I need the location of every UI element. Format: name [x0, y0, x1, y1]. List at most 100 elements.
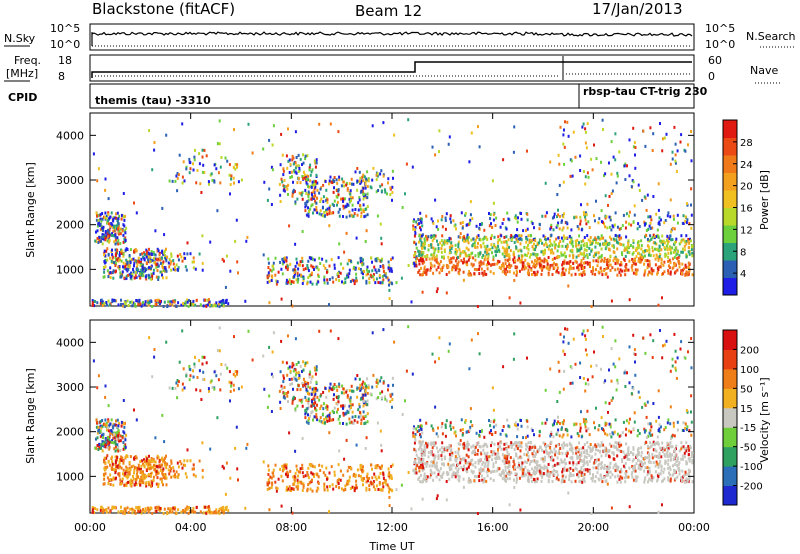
velocity-cell-236 — [142, 462, 144, 466]
power-cell-3116 — [649, 126, 652, 130]
power-cell-2797 — [625, 220, 628, 224]
power-cell-1256 — [311, 257, 314, 261]
velocity-cell-1351 — [419, 464, 422, 467]
power-cell-2076 — [631, 252, 634, 256]
power-cell-1299 — [368, 269, 371, 273]
power-cell-704 — [201, 170, 204, 174]
power-cell-3058 — [574, 155, 577, 159]
power-cell-994 — [345, 183, 348, 187]
power-cell-967 — [357, 201, 360, 205]
power-cell-494 — [148, 260, 151, 264]
power-cell-1156 — [285, 256, 288, 260]
power-cell-730 — [307, 178, 309, 182]
power-cell-2235 — [528, 238, 531, 242]
power-cell-648 — [192, 302, 195, 306]
power-cell-2733 — [541, 214, 544, 218]
power-cell-2078 — [483, 237, 486, 241]
power-cell-142 — [122, 215, 125, 219]
power-cell-2026 — [575, 244, 578, 248]
power-cell-3067 — [633, 204, 636, 208]
power-cell-2630 — [643, 220, 646, 224]
power-cell-3025 — [584, 127, 587, 131]
power-cell-458 — [137, 256, 140, 260]
power-cell-1967 — [632, 245, 635, 249]
velocity-cell-955 — [352, 421, 355, 425]
power-cell-2085 — [508, 253, 511, 257]
velocity-cell-534 — [186, 505, 189, 509]
velocity-cell-1247 — [286, 471, 289, 475]
power-cell-2162 — [650, 237, 653, 241]
velocity-cell-1251 — [370, 463, 373, 467]
power-cell-2485 — [611, 266, 614, 270]
power-cell-2854 — [407, 118, 410, 122]
power-cell-920 — [307, 206, 309, 210]
power-cell-871 — [352, 182, 355, 186]
power-cell-782 — [313, 179, 316, 183]
nsky-panel: N.Sky 10^5 10^0 10^5 10^0 N.Search — [4, 22, 796, 51]
velocity-cell-1508 — [646, 473, 649, 477]
power-cell-3062 — [607, 203, 609, 207]
power-cell-783 — [297, 153, 300, 157]
power-cell-1212 — [323, 281, 326, 285]
power-cell-1521 — [576, 238, 579, 242]
power-cell-3106 — [582, 211, 585, 214]
power-cell-2716 — [468, 221, 471, 225]
power-cell-2561 — [561, 263, 564, 267]
power-cell-2532 — [660, 261, 663, 265]
velocity-cell-326 — [132, 474, 134, 478]
power-cell-636 — [222, 304, 225, 308]
power-cell-3125 — [590, 157, 593, 161]
velocity-cell-1380 — [421, 468, 424, 472]
power-cell-292 — [159, 270, 162, 274]
power-cell-288 — [130, 273, 132, 277]
power-cell-217 — [118, 267, 121, 271]
power-cell-990 — [333, 186, 335, 190]
power-cell-367 — [117, 265, 120, 269]
power-cell-3126 — [559, 125, 562, 129]
power-cell-2335 — [440, 250, 443, 254]
power-cell-846 — [353, 212, 356, 216]
power-cell-1318 — [365, 268, 368, 272]
velocity-cell-328 — [138, 481, 141, 485]
power-cell-1409 — [451, 265, 454, 269]
power-cell-1083 — [363, 175, 366, 179]
power-cell-1629 — [558, 242, 560, 246]
velocity-cell-1290 — [285, 466, 288, 470]
power-cell-3114 — [582, 122, 585, 126]
velocity-cell-1646 — [512, 457, 515, 461]
power-cell-3127 — [628, 138, 631, 142]
power-cell-611 — [188, 299, 190, 303]
power-cell-125 — [96, 229, 99, 233]
velocity-cell-265 — [128, 461, 131, 464]
power-cell-392 — [154, 262, 157, 266]
power-cell-1280 — [283, 260, 286, 264]
power-cell-2142 — [420, 250, 423, 254]
power-cell-33 — [113, 240, 116, 244]
velocity-cell-641 — [206, 510, 209, 514]
power-cell-3080 — [563, 128, 565, 132]
power-cell-1545 — [510, 234, 513, 238]
power-cell-1364 — [413, 241, 416, 245]
power-cell-1065 — [356, 167, 359, 170]
power-cell-579 — [105, 301, 108, 304]
velocity-cell-57 — [116, 431, 119, 435]
power-cell-2144 — [421, 273, 424, 277]
velocity-cell-368 — [127, 480, 130, 484]
power-cell-2566 — [513, 271, 515, 275]
power-cell-861 — [347, 203, 350, 207]
velocity-cell-908 — [361, 386, 363, 390]
power-cell-1087 — [376, 172, 379, 176]
velocity-cell-1716 — [570, 474, 573, 477]
power-cell-326 — [132, 267, 134, 271]
power-cell-1931 — [600, 234, 603, 238]
power-cell-2994 — [376, 214, 379, 218]
velocity-cell-381 — [165, 483, 168, 487]
power-cell-808 — [301, 175, 304, 178]
velocity-cell-1642 — [667, 462, 670, 466]
power-cell-2372 — [553, 240, 556, 244]
power-cell-1209 — [309, 273, 312, 277]
power-cell-1082 — [372, 166, 375, 170]
nave-trace — [95, 73, 692, 77]
velocity-cell-1225 — [353, 486, 356, 490]
power-cell-977 — [357, 208, 360, 212]
